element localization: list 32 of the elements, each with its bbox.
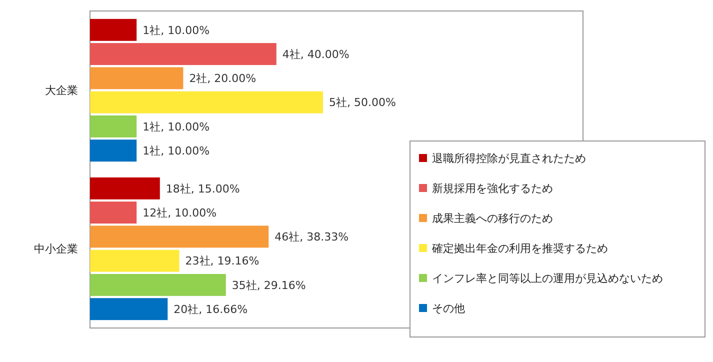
bar bbox=[90, 115, 137, 138]
legend-label: その他 bbox=[432, 302, 465, 315]
data-label: 5社, 50.00% bbox=[329, 96, 396, 110]
bar bbox=[90, 202, 137, 224]
y-tick-label: 大企業 bbox=[45, 84, 78, 98]
legend-label: 退職所得控除が見直されたため bbox=[432, 152, 586, 165]
data-label: 46社, 38.33% bbox=[274, 230, 349, 244]
data-label: 4社, 40.00% bbox=[282, 48, 350, 61]
data-label: 1社, 10.00% bbox=[142, 120, 210, 134]
bar bbox=[90, 226, 269, 248]
data-label: 12社, 10.00% bbox=[142, 206, 217, 220]
bar bbox=[90, 250, 180, 272]
bar bbox=[90, 177, 160, 200]
legend-label: 新規採用を強化するため bbox=[432, 182, 553, 195]
legend-label: インフレ率と同等以上の運用が見込めないため bbox=[432, 272, 663, 285]
data-label: 1社, 10.00% bbox=[142, 144, 210, 158]
bar bbox=[90, 43, 276, 66]
data-label: 35社, 29.16% bbox=[232, 278, 306, 292]
data-label: 23社, 19.16% bbox=[185, 254, 260, 268]
data-label: 2社, 20.00% bbox=[189, 72, 256, 86]
bar bbox=[90, 18, 137, 41]
legend-label: 確定拠出年金の利用を推奨するため bbox=[431, 242, 608, 255]
data-label: 18社, 15.00% bbox=[166, 182, 240, 196]
legend-label: 成果主義への移行のため bbox=[432, 212, 553, 225]
bar bbox=[90, 298, 168, 320]
data-label: 1社, 10.00% bbox=[142, 24, 210, 37]
bar bbox=[90, 91, 323, 114]
y-tick-label: 中小企業 bbox=[34, 242, 78, 256]
bar bbox=[90, 140, 137, 162]
data-label: 20社, 16.66% bbox=[174, 302, 248, 316]
bar bbox=[90, 274, 226, 296]
bar bbox=[90, 67, 184, 90]
